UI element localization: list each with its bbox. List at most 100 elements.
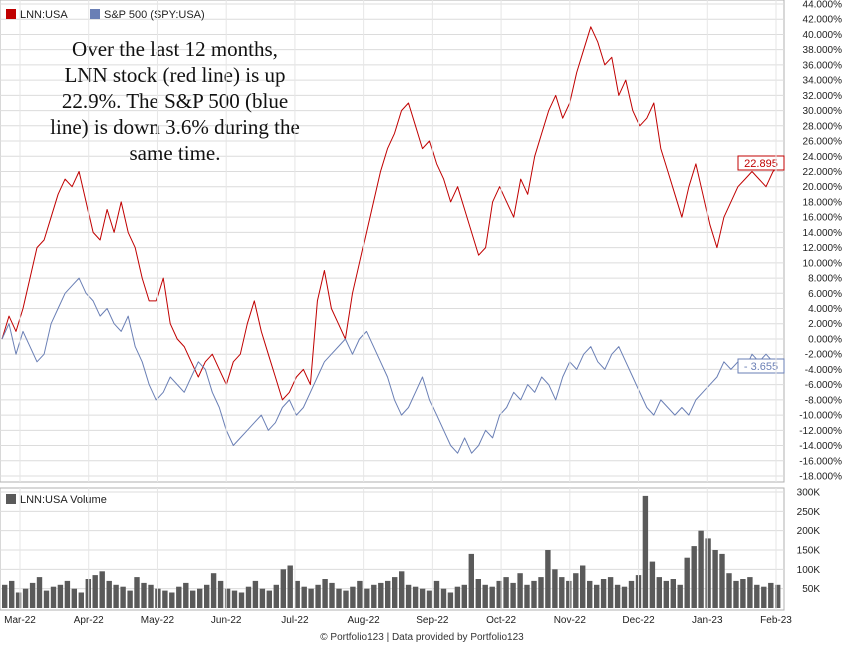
volume-y-tick: 50K [802,584,820,595]
volume-bar [190,590,196,608]
volume-bar [545,550,551,608]
volume-bar [50,586,57,608]
legend-swatch-volume [6,494,16,504]
price-y-tick: 10.000% [803,258,843,269]
volume-bar [141,582,147,608]
price-y-tick: 4.000% [808,304,842,315]
price-y-tick: 28.000% [803,121,843,132]
volume-bar [280,569,286,608]
price-y-tick: 22.000% [803,167,843,178]
legend-swatch-spy [90,9,100,19]
volume-legend: LNN:USA Volume [6,494,107,506]
volume-bar [259,588,266,608]
volume-bar [308,588,314,608]
volume-bar [183,582,189,608]
volume-bar [162,590,168,608]
volume-bar [336,588,342,608]
x-tick: Aug-22 [348,615,381,626]
volume-bar [371,584,377,608]
volume-bar [656,577,662,608]
volume-bar [663,580,669,608]
volume-bar [712,550,718,608]
volume-bar [36,577,43,608]
price-y-tick: 16.000% [803,213,843,224]
volume-bar [594,584,600,608]
x-gridlines [19,0,777,610]
volume-bar [350,586,356,608]
volume-bar [134,577,140,608]
price-legend: LNN:USA S&P 500 (SPY:USA) [6,9,205,21]
annotation-line-2: LNN stock (red line) is up [64,63,285,87]
price-y-tick: -16.000% [799,456,842,467]
legend-label-volume: LNN:USA Volume [20,494,107,506]
annotation-line-3: 22.9%. The S&P 500 (blue [62,89,288,113]
price-y-tick: 26.000% [803,137,843,148]
volume-bar [754,584,760,608]
volume-bar [733,580,739,608]
volume-bar [217,580,224,608]
volume-bar [392,577,398,608]
price-y-tick: 32.000% [803,91,843,102]
volume-bar [419,588,426,608]
volume-bar [587,580,593,608]
volume-bar [496,580,502,608]
x-tick: Jul-22 [281,615,309,626]
legend-swatch-lnn [6,9,16,19]
volume-bar [245,586,252,608]
volume-bar [552,569,558,608]
x-tick: Apr-22 [74,615,104,626]
series-line-lnn [1,26,781,401]
volume-bar [580,565,586,608]
price-y-tick: -4.000% [805,365,842,376]
volume-y-tick: 100K [797,565,821,576]
volume-bar [99,571,105,608]
price-y-tick: 2.000% [808,319,842,330]
x-tick: May-22 [141,615,175,626]
price-y-tick: -2.000% [805,350,842,361]
volume-bar [440,588,447,608]
volume-bar [628,580,635,608]
price-series-lines [1,26,781,454]
volume-bar [538,577,544,608]
price-y-tick: 36.000% [803,60,843,71]
volume-bar [566,580,572,608]
volume-bar [517,573,523,608]
volume-bar [454,586,461,608]
volume-bar [176,586,182,608]
last-value-tag-spy: - 3.655 [737,358,785,374]
price-y-tick-labels: 44.000% 42.000% 40.000% 38.000% 36.000% 34.00… [799,0,842,483]
price-y-tick: 38.000% [803,45,843,56]
price-y-tick: -10.000% [799,411,842,422]
volume-bar [649,561,656,608]
volume-bar [357,580,363,608]
price-y-tick: 14.000% [803,228,843,239]
price-gridlines [0,3,784,477]
volume-bar [238,592,245,608]
price-y-tick: 6.000% [808,289,842,300]
price-y-tick: 40.000% [803,30,843,41]
volume-bar [169,592,175,608]
annotation-line-1: Over the last 12 months, [72,37,278,61]
x-tick: Oct-22 [486,615,516,626]
volume-bar [405,584,412,608]
volume-y-tick: 150K [797,546,821,557]
volume-bar [15,592,22,608]
volume-bar [43,590,50,608]
volume-bar [559,577,565,608]
volume-bar [210,573,217,608]
volume-bar [768,582,774,608]
volume-bar [315,584,321,608]
annotation-line-4: line) is down 3.6% during the [50,115,300,139]
volume-y-tick: 200K [797,526,821,537]
volume-bar [489,586,495,608]
volume-bar [705,538,711,608]
volume-bar [64,580,71,608]
volume-bar [29,582,36,608]
volume-bar [607,577,614,608]
volume-bar [426,590,433,608]
volume-bar [468,553,474,608]
volume-bar [385,580,391,608]
annotation-line-5: same time. [130,141,221,165]
volume-bar [364,588,370,608]
